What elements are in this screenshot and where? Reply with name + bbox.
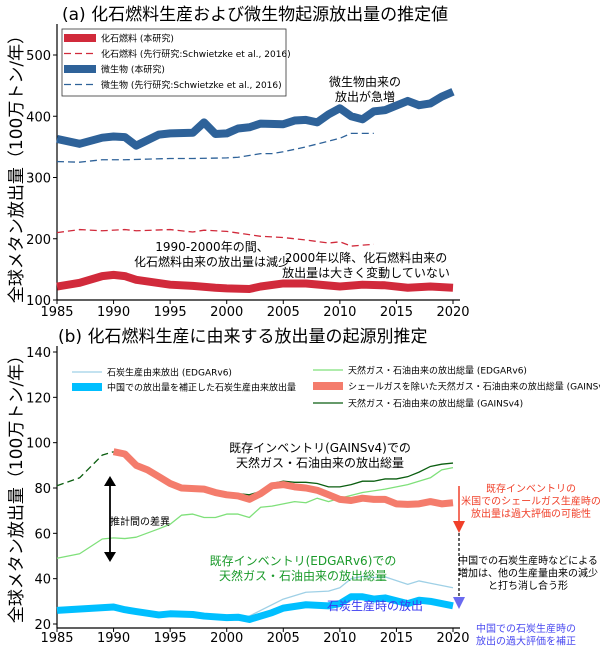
x-tick-label: 2010 [323,631,356,646]
legend-label: 微生物 (先行研究:Schwietzke et al., 2016) [101,79,282,91]
annotation-text: 米国でのシェールガス生産時の [461,495,600,508]
x-tick-label: 2015 [380,305,413,320]
annotation-text: と打ち消し合う形 [488,579,568,592]
series-line-3 [56,132,374,163]
x-tick-label: 1985 [40,631,73,646]
y-tick-label: 120 [26,391,51,406]
legend-label: 化石燃料 (本研究) [101,33,174,45]
series-line-gains-total-dashed [56,451,114,487]
annotation-text: 天然ガス・石油由来の放出総量 [219,568,387,583]
y-tick-label: 400 [26,110,51,125]
annotation-text: 中国での石炭生産時の [476,622,576,635]
x-tick-label: 2005 [267,631,300,646]
chart-title: (a) 化石燃料生産および微生物起源放出量の推定値 [62,5,448,25]
x-tick-label: 2020 [436,305,469,320]
legend-label: 天然ガス・石油由来の放出総量 (GAINSv4) [348,398,523,410]
panel-a: (a) 化石燃料生産および微生物起源放出量の推定値全球メタン放出量（100万トン… [7,5,470,320]
annotation-text: 既存インベントリの [486,482,576,495]
y-tick-label: 300 [26,172,51,187]
annotation-text: 化石燃料由来の放出量は減少 [134,254,290,269]
legend-label: 石炭生産由来放出 (EDGARv6) [107,367,232,379]
annotation-text: 放出の過大評価を補正 [476,635,576,646]
annotation-text: 中国での石炭生産時などによる [458,554,598,567]
y-tick-label: 500 [26,49,51,64]
series-line-2 [56,466,454,559]
series-line-0 [56,270,454,293]
y-tick-label: 80 [34,482,51,497]
x-tick-label: 1985 [40,305,73,320]
annotation-text: 天然ガス・石油由来の放出総量 [236,455,404,470]
annotation-text: 1990-2000年の間、 [155,240,268,254]
annotation-text: 推計間の差異 [110,515,170,528]
arrow-head-down-icon [104,552,116,562]
x-tick-label: 2010 [323,305,356,320]
annotation-text: 放出量は過大評価の可能性 [471,507,591,520]
arrow-head-up-icon [104,476,116,486]
y-tick-label: 100 [26,437,51,452]
y-tick-label: 100 [26,294,51,309]
series-line-2 [56,88,455,150]
legend-box [61,28,287,97]
legend-label: 化石燃料 (先行研究:Schwietzke et al., 2016) [101,48,291,60]
x-tick-label: 2005 [267,305,300,320]
legend-label: 微生物 (本研究) [101,64,165,76]
chart-title: (b) 化石燃料生産に由来する放出量の起源別推定 [58,327,427,347]
x-tick-label: 1995 [154,305,187,320]
y-tick-label: 60 [34,527,51,542]
series-line-1 [56,593,454,623]
annotation-text: 2000年以降、化石燃料由来の [285,250,448,265]
annotation-text: 放出が急増 [335,89,395,104]
annotation-text: 既存インベントリ(GAINSv4)での [229,441,411,455]
y-axis-label: 全球メタン放出量（100万トン/年） [7,27,27,303]
x-tick-label: 2000 [210,631,243,646]
annotation-text: 微生物由来の [329,75,401,89]
x-tick-label: 2015 [380,631,413,646]
series-line-3 [112,448,454,508]
x-tick-label: 2020 [436,631,469,646]
annotation-text: 石炭生産時の放出 [327,598,423,613]
y-axis-label: 全球メタン放出量（100万トン/年） [7,347,27,623]
blue-arrow-head-icon [453,597,465,609]
legend-label: 天然ガス・石油由来の放出総量 (EDGARv6) [348,365,527,377]
y-tick-label: 140 [26,346,51,361]
y-tick-label: 20 [34,618,51,633]
panel-b: (b) 化石燃料生産に由来する放出量の起源別推定全球メタン放出量（100万トン/… [7,327,600,646]
x-tick-label: 1990 [97,305,130,320]
legend-label: 中国での放出量を補正した石炭生産由来放出量 [107,382,296,394]
x-tick-label: 1995 [154,631,187,646]
y-tick-label: 200 [26,233,51,248]
series-line-1 [56,228,374,247]
legend-label: シェールガスを除いた天然ガス・石油由来の放出総量 (GAINSv4) [348,381,600,393]
annotation-text: 増加は、他の生産量由来の減少 [458,567,598,580]
y-tick-label: 40 [34,573,51,588]
annotation-text: 放出量は大きく変動していない [282,265,450,280]
x-tick-label: 1990 [97,631,130,646]
x-tick-label: 2000 [210,305,243,320]
red-arrow-head-icon [453,521,465,533]
annotation-text: 既存インベントリ(EDGARv6)での [210,554,397,568]
